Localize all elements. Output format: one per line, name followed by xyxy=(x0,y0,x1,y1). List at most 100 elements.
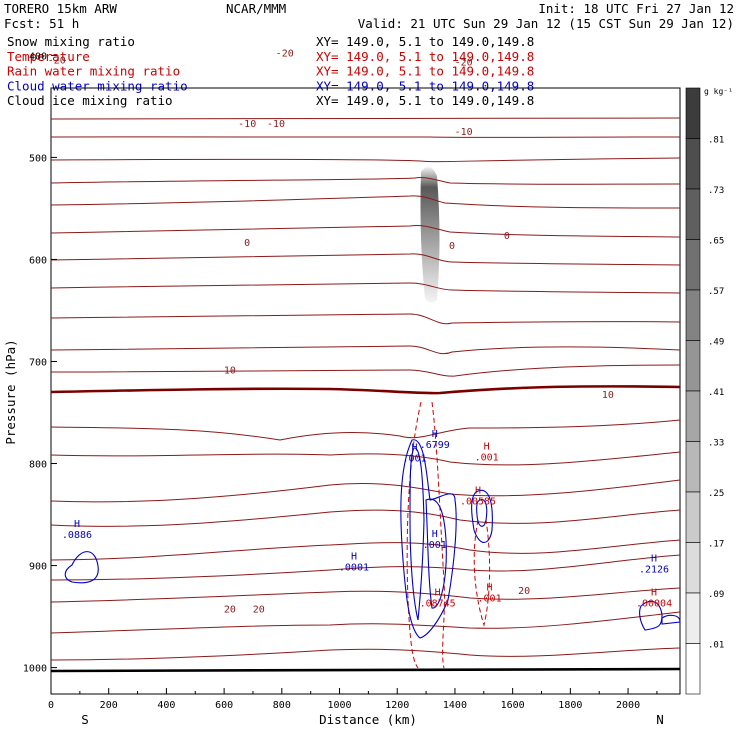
isotherm-label: -10 xyxy=(455,127,473,138)
y-tick-label: 800 xyxy=(29,460,47,471)
cloud-water-contours xyxy=(64,439,681,639)
isotherm-label: -10 xyxy=(238,119,256,130)
rain-contour xyxy=(473,519,491,627)
isotherm-label: -20 xyxy=(48,56,66,67)
field-xy: XY= 149.0, 5.1 to 149.0,149.8 xyxy=(316,64,534,79)
y-tick-label: 600 xyxy=(29,255,47,266)
colorbar-bin xyxy=(685,390,701,442)
cloud-water-contour xyxy=(425,498,447,609)
isotherm-line xyxy=(50,157,681,163)
isotherm-label: 0 xyxy=(504,231,510,242)
y-tick-label: 700 xyxy=(29,357,47,368)
isotherm-label: -20 xyxy=(276,48,294,59)
field-xy: XY= 149.0, 5.1 to 149.0,149.8 xyxy=(316,34,534,49)
x-tick-label: 600 xyxy=(215,700,233,711)
isotherm-line xyxy=(50,195,681,209)
extremum-value: .00585 xyxy=(460,496,496,507)
isotherm-line xyxy=(50,479,681,503)
x-tick-label: 0 xyxy=(48,700,54,711)
forecast-hour: Fcst: 51 h xyxy=(4,16,79,31)
y-tick-label: 1000 xyxy=(23,664,47,675)
valid-time: Valid: 21 UTC Sun 29 Jan 12 (15 CST Sun … xyxy=(358,16,734,31)
extremum-value: .6799 xyxy=(420,440,450,451)
field-name: Cloud ice mixing ratio xyxy=(7,93,173,108)
extremum-value: .001 xyxy=(475,452,499,463)
colorbar-bin xyxy=(685,340,701,392)
extremum-marker: H.001 xyxy=(423,529,447,551)
field-xy: XY= 149.0, 5.1 to 149.0,149.8 xyxy=(316,78,534,93)
south-label: S xyxy=(81,712,89,727)
colorbar-label: .25 xyxy=(708,489,724,499)
extremum-h: H xyxy=(435,587,441,598)
cloud-water-contour xyxy=(409,447,425,621)
colorbar-label: .65 xyxy=(708,237,724,247)
isotherm-line xyxy=(50,177,681,185)
extremum-marker: H.001 xyxy=(478,582,502,604)
isotherm-line xyxy=(50,587,681,603)
extremum-h: H xyxy=(484,441,490,452)
extremum-value: .00004 xyxy=(636,598,672,609)
field-legend: Snow mixing ratio XY= 149.0, 5.1 to 149.0… xyxy=(7,34,534,108)
isotherm-line xyxy=(50,451,681,466)
x-tick-label: 1400 xyxy=(443,700,467,711)
isotherm-line xyxy=(50,509,681,527)
cloud-water-contour xyxy=(661,614,681,625)
colorbar-bin xyxy=(685,239,701,291)
extremum-marker: H.0001 xyxy=(339,552,369,574)
extremum-value: .0001 xyxy=(339,563,369,574)
extremum-value: .08745 xyxy=(420,598,456,609)
x-tick-label: 800 xyxy=(273,700,291,711)
colorbar-label: .73 xyxy=(708,186,724,196)
x-tick-label: 400 xyxy=(157,700,175,711)
contour-labels: -60-60-50-40-40-30-30-30-20-20-20-10-10-… xyxy=(48,48,614,615)
extremum-marker: H.001 xyxy=(403,442,427,464)
colorbar-bin xyxy=(685,542,701,594)
extremum-h: H xyxy=(432,429,438,440)
y-tick-label: 900 xyxy=(29,562,47,573)
colorbar-label: .09 xyxy=(708,590,724,600)
freezing-level-line xyxy=(50,385,681,395)
extremum-h: H xyxy=(432,529,438,540)
isotherm-line xyxy=(50,647,681,661)
y-tick-label: 400 xyxy=(29,51,47,62)
x-tick-label: 200 xyxy=(100,700,118,711)
extremum-value: .0886 xyxy=(62,530,92,541)
colorbar-label: .57 xyxy=(708,287,724,297)
cloud-water-contour xyxy=(639,600,663,631)
rain-contour xyxy=(431,401,445,669)
extremum-marker: H.00585 xyxy=(460,485,496,507)
cloud-water-contour xyxy=(400,439,457,639)
extremum-marker: H.6799 xyxy=(420,429,450,451)
extremum-marker: H.2126 xyxy=(639,554,669,576)
isotherm-line xyxy=(50,253,681,266)
field-xy: XY= 149.0, 5.1 to 149.0,149.8 xyxy=(316,93,534,108)
temperature-contours xyxy=(50,117,681,673)
isotherm-line xyxy=(50,225,681,238)
extremum-h: H xyxy=(651,587,657,598)
colorbar: .01 .09 .17 .25 .33 .41 .49 .57 .65 .73 .81 xyxy=(685,87,724,695)
center-title: NCAR/MMM xyxy=(226,1,286,16)
rain-contour xyxy=(406,401,422,669)
extremum-h: H xyxy=(74,519,80,530)
extremum-value: .001 xyxy=(478,593,502,604)
colorbar-bin xyxy=(685,289,701,341)
isotherm-line xyxy=(50,345,681,355)
isotherm-line xyxy=(50,611,681,634)
isotherm-line xyxy=(50,117,681,120)
x-axis-title: Distance (km) xyxy=(319,712,417,727)
field-xy: XY= 149.0, 5.1 to 149.0,149.8 xyxy=(316,49,534,64)
field-name: Temperature xyxy=(7,49,90,64)
axes: 0200400600800100012001400160018002000200… xyxy=(23,51,658,711)
isotherm-label: 10 xyxy=(602,390,614,401)
extremum-value: .001 xyxy=(403,453,427,464)
y-tick-label: 500 xyxy=(29,153,47,164)
cloud-water-contour xyxy=(476,498,488,527)
isotherm-label: 10 xyxy=(224,366,236,377)
extremum-value: .2126 xyxy=(639,565,669,576)
rain-contours xyxy=(406,401,491,669)
north-label: N xyxy=(656,712,664,727)
x-tick-label: 1600 xyxy=(501,700,525,711)
isotherm-label: 20 xyxy=(253,604,265,615)
extremum-marker: H.0886 xyxy=(62,519,92,541)
